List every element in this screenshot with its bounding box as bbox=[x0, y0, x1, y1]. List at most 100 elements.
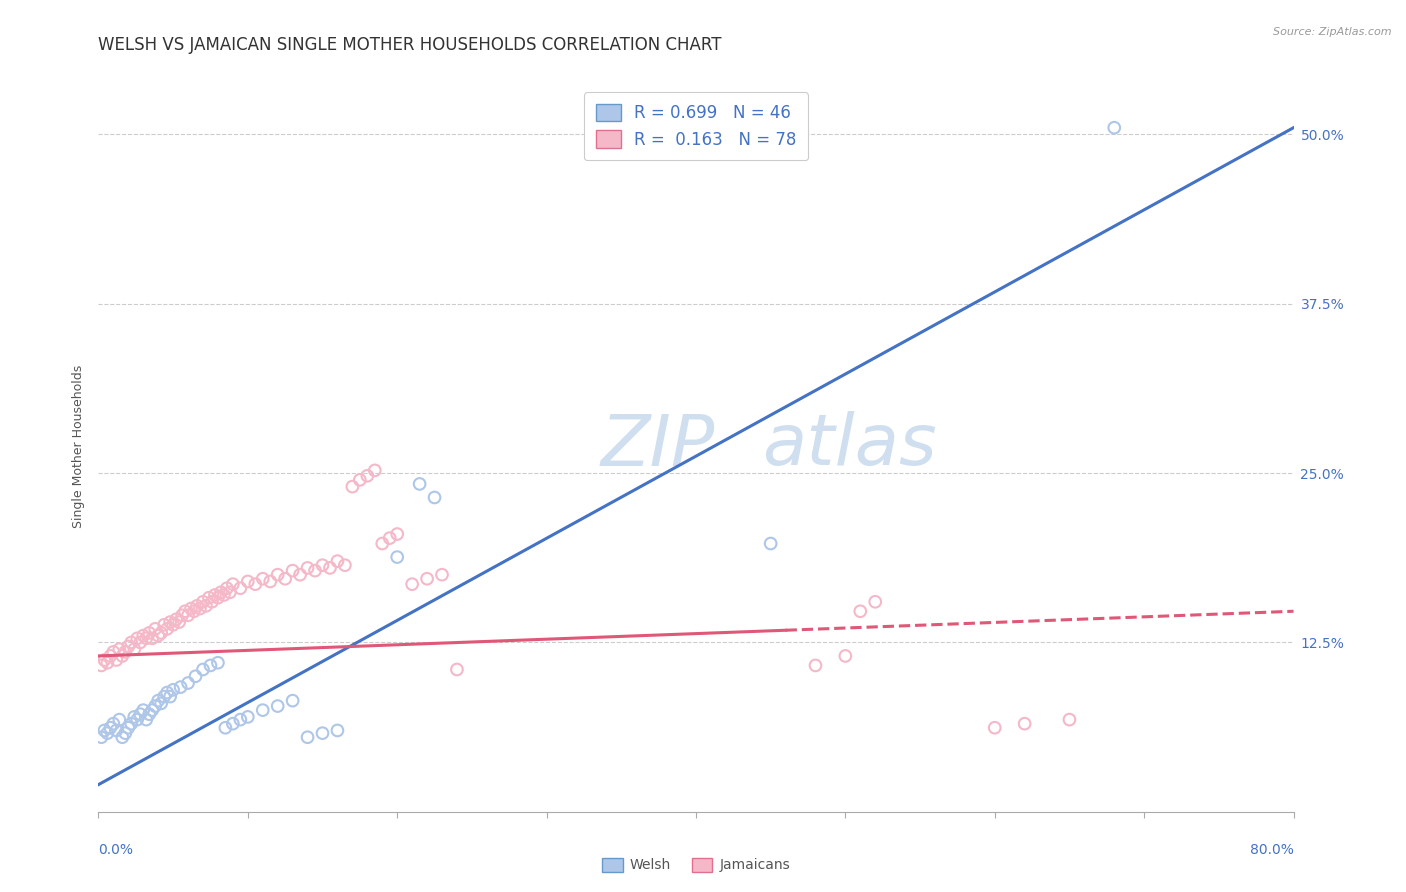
Point bbox=[117, 721, 139, 735]
Point bbox=[326, 554, 349, 568]
Point bbox=[156, 622, 179, 636]
Point bbox=[212, 588, 235, 602]
Point bbox=[281, 693, 304, 707]
Point bbox=[188, 601, 211, 615]
Point bbox=[408, 477, 430, 491]
Point bbox=[349, 473, 371, 487]
Point bbox=[311, 726, 333, 740]
Point bbox=[311, 558, 333, 573]
Point bbox=[297, 730, 319, 744]
Point bbox=[114, 645, 136, 659]
Point bbox=[222, 577, 245, 591]
Point bbox=[183, 604, 205, 618]
Point bbox=[834, 648, 856, 663]
Point bbox=[267, 699, 290, 714]
Point bbox=[117, 640, 139, 654]
Point bbox=[150, 697, 173, 711]
Point bbox=[90, 658, 112, 673]
Point bbox=[274, 572, 297, 586]
Point bbox=[129, 707, 152, 722]
Legend: Welsh, Jamaicans: Welsh, Jamaicans bbox=[596, 852, 796, 878]
Point bbox=[105, 653, 128, 667]
Point bbox=[114, 726, 136, 740]
Point bbox=[96, 656, 118, 670]
Point bbox=[124, 642, 146, 657]
Point bbox=[288, 567, 311, 582]
Point bbox=[333, 558, 356, 573]
Point bbox=[96, 726, 118, 740]
Point bbox=[364, 463, 387, 477]
Point bbox=[416, 572, 439, 586]
Point bbox=[105, 723, 128, 738]
Text: 80.0%: 80.0% bbox=[1250, 843, 1294, 857]
Point bbox=[378, 531, 401, 545]
Point bbox=[214, 721, 236, 735]
Point bbox=[200, 658, 222, 673]
Point bbox=[156, 685, 179, 699]
Point bbox=[191, 663, 214, 677]
Point bbox=[103, 716, 125, 731]
Point bbox=[209, 585, 232, 599]
Point bbox=[174, 604, 197, 618]
Point bbox=[153, 690, 176, 704]
Point bbox=[184, 669, 207, 683]
Point bbox=[207, 656, 229, 670]
Point bbox=[103, 645, 125, 659]
Point bbox=[138, 626, 160, 640]
Point bbox=[191, 595, 214, 609]
Point bbox=[141, 703, 163, 717]
Point bbox=[127, 713, 149, 727]
Point bbox=[385, 527, 409, 541]
Point bbox=[236, 574, 259, 589]
Point bbox=[143, 699, 166, 714]
Point bbox=[849, 604, 872, 618]
Point bbox=[865, 595, 887, 609]
Point bbox=[135, 632, 157, 646]
Point bbox=[162, 617, 184, 632]
Point bbox=[219, 585, 242, 599]
Point bbox=[356, 468, 378, 483]
Point bbox=[108, 713, 131, 727]
Point bbox=[135, 713, 157, 727]
Point bbox=[124, 710, 146, 724]
Point bbox=[222, 716, 245, 731]
Point bbox=[180, 601, 202, 615]
Point bbox=[326, 723, 349, 738]
Y-axis label: Single Mother Households: Single Mother Households bbox=[72, 364, 86, 528]
Point bbox=[804, 658, 827, 673]
Point bbox=[120, 635, 142, 649]
Point bbox=[759, 536, 782, 550]
Point bbox=[93, 723, 115, 738]
Point bbox=[1014, 716, 1036, 731]
Point bbox=[267, 567, 290, 582]
Point bbox=[281, 564, 304, 578]
Point bbox=[319, 561, 342, 575]
Point bbox=[186, 599, 208, 613]
Point bbox=[162, 682, 184, 697]
Point bbox=[143, 622, 166, 636]
Point bbox=[177, 676, 200, 690]
Text: ZIP: ZIP bbox=[600, 411, 714, 481]
Point bbox=[108, 642, 131, 657]
Point bbox=[120, 716, 142, 731]
Point bbox=[167, 615, 190, 629]
Text: WELSH VS JAMAICAN SINGLE MOTHER HOUSEHOLDS CORRELATION CHART: WELSH VS JAMAICAN SINGLE MOTHER HOUSEHOL… bbox=[98, 36, 721, 54]
Point bbox=[132, 629, 155, 643]
Point bbox=[198, 591, 221, 605]
Point bbox=[252, 572, 274, 586]
Point bbox=[259, 574, 281, 589]
Point bbox=[371, 536, 394, 550]
Text: 0.0%: 0.0% bbox=[98, 843, 134, 857]
Point bbox=[984, 721, 1007, 735]
Point bbox=[204, 588, 226, 602]
Point bbox=[177, 608, 200, 623]
Point bbox=[229, 581, 252, 595]
Point bbox=[129, 635, 152, 649]
Text: Source: ZipAtlas.com: Source: ZipAtlas.com bbox=[1274, 27, 1392, 37]
Point bbox=[430, 567, 453, 582]
Point bbox=[172, 608, 194, 623]
Point bbox=[148, 629, 170, 643]
Point bbox=[401, 577, 423, 591]
Point bbox=[132, 703, 155, 717]
Point bbox=[236, 710, 259, 724]
